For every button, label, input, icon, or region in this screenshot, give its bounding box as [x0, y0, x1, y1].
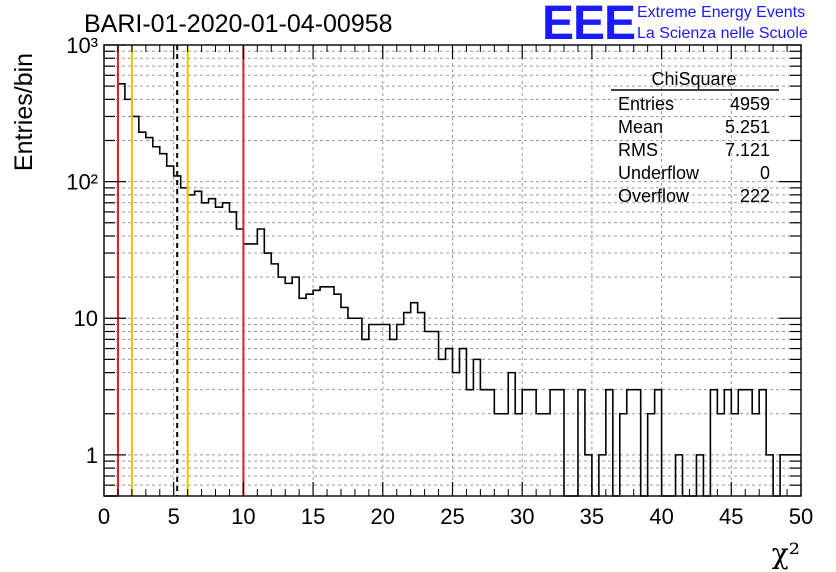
histogram-outline	[104, 83, 801, 497]
x-tick-label: 40	[649, 504, 673, 529]
x-tick-label: 45	[719, 504, 743, 529]
stats-row-value: 222	[740, 186, 770, 206]
x-tick-label: 50	[789, 504, 813, 529]
stats-row-label: Underflow	[618, 163, 700, 183]
x-tick-label: 0	[98, 504, 110, 529]
eee-logo: EEE	[542, 0, 636, 50]
stats-row-label: Mean	[618, 117, 663, 137]
reference-lines	[116, 45, 245, 496]
x-tick-label: 35	[580, 504, 604, 529]
page-title: BARI-01-2020-01-04-00958	[84, 10, 393, 38]
stats-box: ChiSquare Entries 4959 Mean 5.251 RMS 7.121 Un…	[611, 69, 779, 206]
stats-row-value: 0	[760, 163, 770, 183]
histogram-series	[104, 83, 801, 497]
x-tick-label: 10	[231, 504, 255, 529]
y-tick-label: 10³	[66, 33, 98, 58]
stats-row-label: Entries	[618, 94, 674, 114]
stats-row-label: Overflow	[618, 186, 690, 206]
logo-tagline-1: Extreme Energy Events	[637, 4, 806, 21]
x-tick-label: 15	[301, 504, 325, 529]
x-tick-label: 20	[371, 504, 395, 529]
y-tick-label: 10	[74, 306, 98, 331]
logo-tagline-2: La Scienza nelle Scuole	[637, 25, 808, 42]
x-tick-label: 5	[168, 504, 180, 529]
stats-row-label: RMS	[618, 140, 658, 160]
x-tick-label: 25	[440, 504, 464, 529]
y-tick-label: 1	[86, 443, 98, 468]
y-axis-title: Entries/bin	[10, 53, 38, 171]
stats-box-title: ChiSquare	[651, 69, 736, 89]
stats-row-value: 4959	[730, 94, 770, 114]
x-axis-title: χ²	[772, 537, 800, 570]
grid-lines	[104, 45, 801, 496]
y-tick-label: 10²	[66, 170, 98, 195]
x-tick-label: 30	[510, 504, 534, 529]
stats-row-value: 7.121	[725, 140, 770, 160]
stats-row-value: 5.251	[725, 117, 770, 137]
axes: 0 5 10 15 20 25 30 35 40 45 50 1 10 10² 10³	[66, 33, 813, 529]
